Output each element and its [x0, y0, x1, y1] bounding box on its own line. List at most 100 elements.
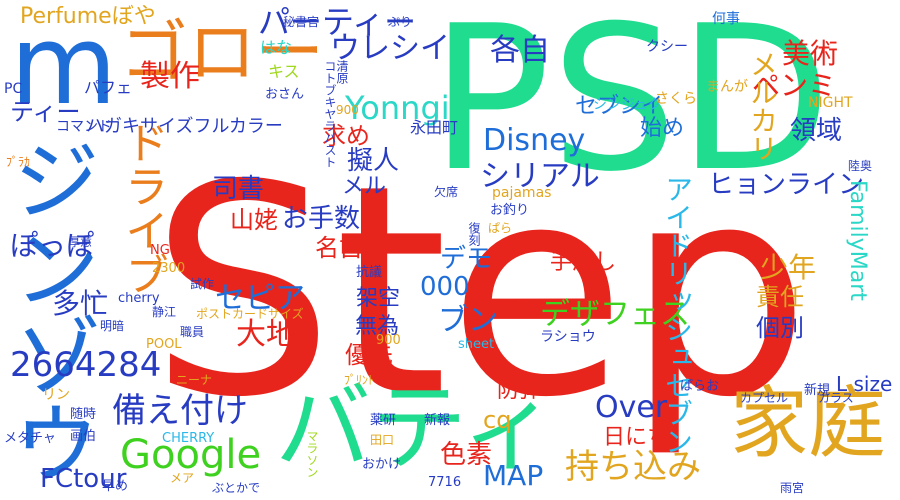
- word-kiss: キス: [268, 62, 300, 81]
- word-party: パーティー: [258, 3, 417, 41]
- word-hyon: ヒョンライン: [708, 170, 865, 200]
- word-bijutsu: 美術: [782, 37, 839, 70]
- word-pop: ぽっぽ: [10, 229, 95, 262]
- word-tei: ティー: [10, 98, 81, 126]
- word-hajime: 始め: [640, 116, 685, 141]
- word-rikuou: 陸奥: [848, 159, 873, 173]
- word-go: ゴロー: [120, 14, 325, 93]
- word-drive: ドライブ: [117, 120, 168, 296]
- word-serial: シリアル: [480, 159, 600, 194]
- word-mochikomi: 持ち込み: [565, 447, 701, 487]
- word-perfume: Perfumeぼや: [20, 4, 156, 29]
- word-otesu: お手数: [282, 204, 361, 234]
- word-map: MAP: [483, 459, 544, 492]
- word-capsule: カプセル: [740, 391, 789, 405]
- word-daichi: 大地: [236, 317, 296, 352]
- word-tewatashi: 手渡し: [550, 250, 617, 275]
- word-night: NIGHT: [808, 95, 853, 111]
- word-kushi: クシー: [646, 39, 688, 55]
- word-okake: おかけ: [362, 457, 402, 472]
- word-hishokan: 秘書官: [283, 15, 320, 29]
- word-shokuin: 職員: [180, 325, 205, 339]
- word-familymart: FamilyMart: [845, 180, 870, 301]
- word-hana: はな: [260, 38, 293, 57]
- word-amamiya: 雨宮: [780, 481, 805, 495]
- word-manga: まんが: [706, 79, 748, 95]
- word-gahaku: 画伯: [70, 429, 97, 444]
- word-zuiji: 随時: [70, 407, 97, 422]
- word-s900: 900: [336, 103, 359, 117]
- word-yakken: 薬研: [370, 413, 397, 428]
- word-cq: cq: [483, 406, 512, 434]
- word-meru: メル: [342, 174, 387, 199]
- word-mea: メア: [170, 471, 195, 485]
- word-over: Over: [595, 390, 668, 425]
- word-nanigoto: 何事: [712, 11, 740, 27]
- word-shinki: 新規: [804, 383, 831, 398]
- word-psd: PSD: [430, 0, 832, 216]
- word-ureshii: ウレシイ: [330, 31, 450, 66]
- word-rin: リン: [42, 387, 70, 403]
- word-demo: デモ: [440, 244, 493, 274]
- word-shinpou: 新報: [424, 413, 451, 428]
- word-ng: NG: [150, 243, 170, 258]
- word-dezafes: デザフェス: [540, 297, 690, 332]
- word-shinjuku: シンジュク: [593, 97, 663, 113]
- word-purakan: ﾌﾟﾗｶ: [6, 155, 31, 169]
- word-butoka: ぶとかで: [212, 481, 261, 495]
- word-rashomon: ラショウ: [540, 329, 596, 345]
- word-koukou: 厚意: [68, 235, 93, 249]
- word-sheet: sheet: [458, 337, 495, 352]
- word-marathon: マラソン: [305, 430, 319, 478]
- word-parfait: パフェ: [84, 78, 133, 97]
- word-yusen: 優先: [345, 341, 393, 369]
- word-shisho: 司書: [212, 174, 265, 204]
- word-step: Step: [150, 124, 811, 461]
- word-s7716: 7716: [428, 475, 462, 490]
- word-s2300: 2300: [152, 261, 186, 276]
- word-nagatacho: 永田町: [410, 118, 459, 137]
- word-shounen: 少年: [760, 251, 817, 284]
- word-boudan: 防弾: [497, 378, 542, 403]
- word-hayame: 早め: [102, 479, 129, 494]
- word-meian: 明暗: [100, 319, 125, 333]
- word-hagaki: ハガキサイズフルカラー: [86, 116, 283, 137]
- word-kakujin: 各自: [490, 33, 550, 68]
- word-z000: 000: [420, 272, 470, 302]
- word-ketsuseki: 欠席: [434, 185, 459, 199]
- word-sepia: セピア: [215, 281, 305, 316]
- word-hinichi: 日にち: [603, 425, 670, 450]
- word-shikiso: 色素: [440, 440, 493, 470]
- word-seven: セブンイ: [575, 94, 664, 119]
- word-yonngi: Yonngi: [345, 89, 450, 127]
- word-cherry2: CHERRY: [162, 431, 215, 446]
- word-parao: ぱらお: [680, 379, 720, 394]
- word-nagoya: 名古屋: [315, 234, 387, 262]
- word-mercari: メルカリ: [746, 50, 779, 162]
- word-yamanba: 山姥: [230, 206, 278, 234]
- word-pc: PC: [4, 81, 23, 97]
- word-puri: ぷり: [388, 15, 413, 29]
- word-idol: アイドリッシュセブン: [661, 175, 694, 455]
- word-kiyohara: 清原: [335, 60, 349, 84]
- word-kougi: 抗議: [356, 265, 383, 280]
- word-sonaetsuke: 備え付け: [112, 391, 248, 431]
- word-ryouiki: 領域: [790, 116, 843, 146]
- word-katei: 家庭: [730, 379, 887, 469]
- word-osan: おさん: [265, 87, 305, 102]
- word-karasu: カラス: [818, 391, 854, 405]
- word-shisaku: 試作: [190, 277, 215, 291]
- word-kobetsu: 個別: [756, 314, 804, 342]
- word-gijin: 擬人: [347, 146, 400, 176]
- word-disney: Disney: [483, 123, 586, 158]
- word-lsize: L size: [836, 372, 893, 396]
- word-s900b: 900: [376, 333, 401, 348]
- word-meta: メタチャ: [4, 431, 56, 446]
- word-cherry: cherry: [118, 291, 160, 306]
- word-m: m: [10, 1, 118, 129]
- word-postcard: ポストカードサイズ: [196, 307, 304, 321]
- word-print: ﾌﾟﾘﾝﾄ: [344, 373, 375, 387]
- word-fctour: FCtour: [40, 464, 127, 494]
- word-mui: 無為: [355, 314, 400, 339]
- word-batty: バティ: [275, 372, 558, 484]
